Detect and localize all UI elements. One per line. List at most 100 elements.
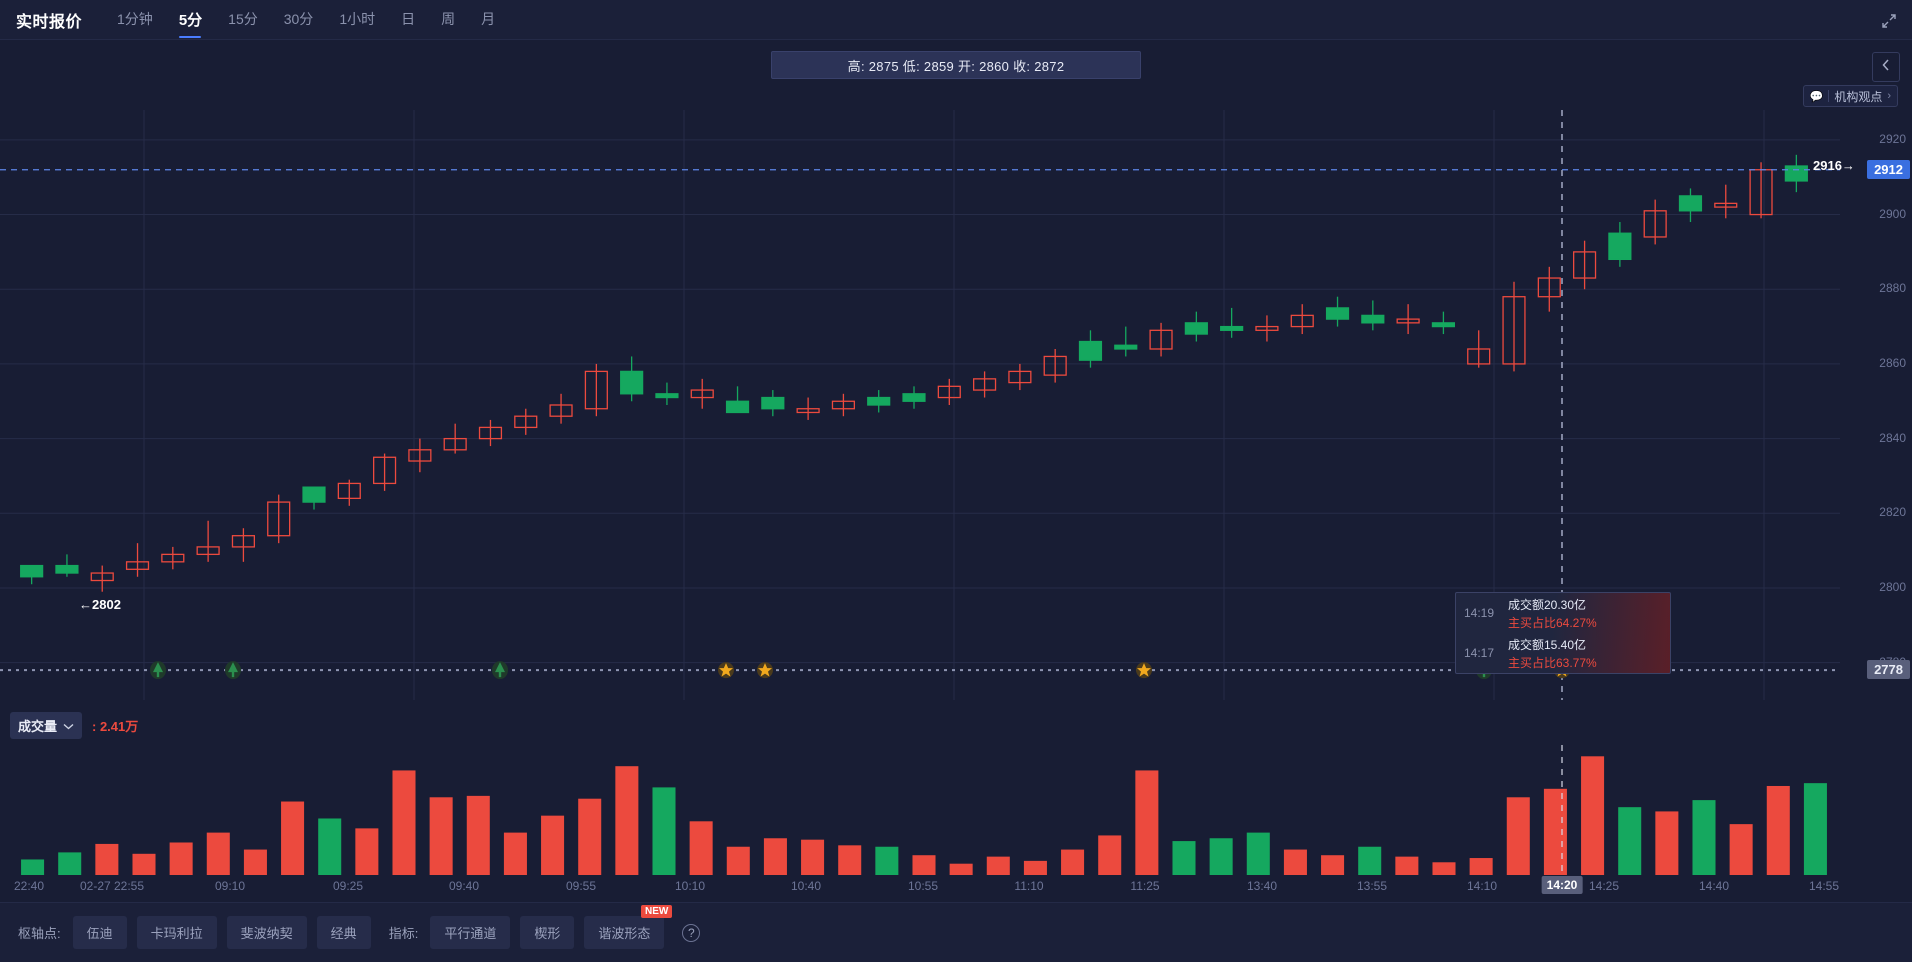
chevron-down-icon — [63, 717, 74, 735]
tab-周[interactable]: 周 — [428, 0, 468, 39]
tree-marker[interactable] — [225, 661, 241, 680]
page-title: 实时报价 — [16, 13, 83, 31]
pivot-chip-斐波纳契[interactable]: 斐波纳契 — [226, 916, 307, 949]
volume-bar — [949, 863, 973, 875]
tooltip-amount: 成交额15.40亿 — [1508, 637, 1587, 652]
candle — [1149, 329, 1173, 350]
tooltip-time: 14:19 — [1464, 606, 1495, 620]
candle — [90, 572, 114, 582]
tab-5分[interactable]: 5分 — [166, 0, 215, 40]
candle — [1678, 195, 1703, 212]
candle — [478, 426, 503, 440]
candle — [1572, 251, 1597, 279]
volume-bar — [1543, 788, 1567, 875]
star-marker[interactable] — [757, 662, 773, 679]
candle — [55, 564, 79, 574]
collapse-panel-button[interactable] — [1872, 52, 1900, 82]
tab-1分钟[interactable]: 1分钟 — [104, 0, 166, 39]
time-axis-label: 10:10 — [674, 879, 706, 893]
candle — [408, 449, 432, 462]
volume-bar — [652, 787, 676, 875]
volume-bar — [281, 801, 305, 875]
candle — [1502, 296, 1526, 365]
time-axis-label: 14:55 — [1808, 879, 1840, 893]
volume-bar — [1618, 807, 1642, 875]
tab-label: 日 — [401, 11, 416, 27]
expand-icon[interactable] — [1880, 12, 1898, 30]
pivot-chip-group: 伍迪 卡玛利拉 斐波纳契 经典 — [72, 916, 371, 949]
candle — [549, 404, 573, 417]
candle — [1537, 277, 1561, 298]
volume-bar — [58, 852, 82, 875]
volume-bar — [1023, 860, 1047, 875]
question-mark-icon[interactable]: ? — [682, 923, 701, 942]
volume-bar — [986, 856, 1010, 875]
time-axis-label: 13:40 — [1246, 879, 1278, 893]
time-axis-label: 09:55 — [565, 879, 597, 893]
candle — [302, 486, 326, 503]
institution-opinion-badge[interactable]: 💬 机构观点 › — [1802, 85, 1898, 107]
volume-bar — [318, 818, 342, 875]
candle — [725, 400, 750, 414]
volume-bar — [429, 797, 453, 875]
pivot-chip-卡玛利拉[interactable]: 卡玛利拉 — [136, 916, 217, 949]
chip-label: 楔形 — [534, 926, 561, 941]
timeframe-tabs: 1分钟 5分 15分 30分 1小时 日 周 月 — [104, 0, 508, 40]
tab-label: 5分 — [178, 11, 203, 29]
candle — [443, 437, 467, 451]
badge-divider — [1828, 90, 1830, 102]
bottom-toolbar: 枢轴点: 伍迪 卡玛利拉 斐波纳契 经典 指标: 平行通道 楔形 谐波形态 NEW ? — [0, 902, 1912, 962]
volume-bar — [1209, 838, 1233, 875]
price-axis-label: 2820 — [1879, 505, 1906, 520]
candle — [20, 564, 44, 578]
price-axis-label: 2840 — [1879, 430, 1906, 445]
candle — [1361, 314, 1385, 324]
candle — [1184, 322, 1208, 335]
time-axis-label: 09:10 — [214, 879, 246, 893]
candle — [761, 396, 785, 410]
candle — [937, 385, 961, 399]
volume-bar — [615, 766, 639, 875]
price-axis-label: 2860 — [1879, 355, 1906, 370]
volume-bar — [689, 821, 713, 875]
volume-bar — [838, 845, 862, 875]
indicator-chip-楔形[interactable]: 楔形 — [520, 916, 575, 949]
tab-30分[interactable]: 30分 — [271, 0, 327, 39]
candle — [1114, 344, 1138, 350]
star-marker[interactable] — [1136, 662, 1152, 679]
candle — [125, 561, 150, 570]
star-marker[interactable] — [718, 662, 734, 679]
volume-bar — [392, 770, 416, 875]
tab-label: 30分 — [283, 11, 314, 27]
indicator-chip-谐波形态[interactable]: 谐波形态 NEW — [584, 905, 673, 949]
volume-bar — [21, 859, 45, 875]
session-high-arrow: → — [1841, 158, 1855, 173]
volume-bar — [169, 842, 193, 875]
tab-15分[interactable]: 15分 — [215, 0, 271, 39]
new-badge: NEW — [641, 905, 673, 918]
volume-bar — [355, 828, 379, 875]
volume-tooltip: 14:19 成交额20.30亿 主买占比64.27% 14:17 成交额15.40亿 主买… — [1455, 592, 1671, 674]
time-axis-label: 11:10 — [1014, 879, 1044, 893]
tab-月[interactable]: 月 — [468, 0, 508, 39]
volume-bar — [763, 838, 787, 875]
tree-marker[interactable] — [150, 661, 166, 680]
tab-日[interactable]: 日 — [388, 0, 428, 39]
tab-label: 周 — [441, 11, 456, 27]
tree-marker[interactable] — [492, 661, 508, 680]
indicator-chip-平行通道[interactable]: 平行通道 — [430, 916, 511, 949]
volume-indicator-select[interactable]: 成交量 — [10, 712, 83, 739]
pivot-chip-经典[interactable]: 经典 — [316, 916, 371, 949]
pivot-chip-伍迪[interactable]: 伍迪 — [72, 916, 127, 949]
session-high-marker: 2916→ — [1813, 158, 1855, 173]
candle — [867, 396, 891, 406]
volume-bar — [1395, 856, 1419, 875]
tooltip-buy-ratio: 主买占比63.77% — [1508, 655, 1597, 670]
volume-bar-chart[interactable] — [0, 745, 1912, 875]
volume-tooltip-row: 14:17 成交额15.40亿 主买占比63.77% — [1456, 633, 1670, 673]
volume-bar — [1506, 797, 1530, 875]
candle — [514, 415, 538, 429]
price-axis-label: 2880 — [1879, 281, 1906, 296]
time-axis-label: 09:25 — [332, 879, 364, 893]
tab-1小时[interactable]: 1小时 — [326, 0, 388, 39]
